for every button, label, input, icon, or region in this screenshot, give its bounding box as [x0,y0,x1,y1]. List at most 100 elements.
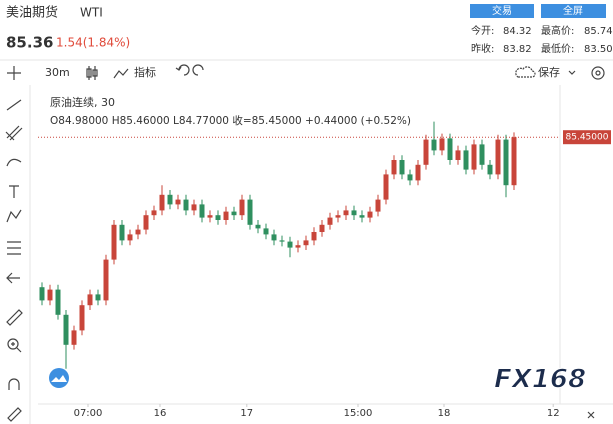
candle-body [351,210,357,216]
price-tag-label: 85.45000 [566,133,609,143]
title: 美油期货 [6,5,58,21]
candle-body [391,160,397,175]
candle-body [463,150,469,170]
candle-body [279,240,285,242]
candle-body [143,215,149,230]
fullscreen-label[interactable]: 全屏 [563,4,583,17]
candle-body [511,137,517,186]
candle-body [271,234,277,241]
stat-label: 昨收: [471,42,494,55]
scale-settings[interactable] [587,411,595,419]
candle-body [223,211,229,220]
stat-label: 最低价: [541,42,574,55]
candle-body [359,215,365,218]
candle-body [183,199,189,211]
settings-icon[interactable] [591,66,605,80]
trade-button[interactable] [470,4,534,18]
x-tick-label: 15:00 [344,408,373,419]
series-name: 原油连续, 30 [50,95,115,109]
candle-body [295,245,301,248]
back-tool[interactable] [6,272,20,284]
candle-body [415,164,421,181]
watermark: FX168 [494,365,586,395]
candle-body [431,139,437,151]
stat-label: 最高价: [541,24,574,37]
candle-body [487,164,493,175]
candle-body [311,232,317,241]
ruler-tool[interactable] [6,309,23,326]
interval[interactable]: 30m [45,66,70,79]
candle-body [63,314,69,345]
candle-body [407,174,413,181]
x-tick-label: 18 [438,408,451,419]
indicators[interactable]: 指标 [134,65,156,79]
stat-value: 83.82 [503,44,532,55]
candle-body [343,210,349,216]
candle-body [319,224,325,232]
text-tool[interactable] [9,185,19,198]
candle-body [303,240,309,246]
pattern-tool[interactable] [6,209,22,223]
candle-body [199,204,205,218]
stat-value: 83.50 [584,44,613,55]
trade-label[interactable]: 交易 [492,4,512,17]
crosshair-icon[interactable] [7,66,21,80]
candle-body [215,215,221,220]
measure-tool[interactable] [7,241,21,255]
zoom-tool[interactable] [7,338,19,350]
line-tool[interactable] [6,99,22,111]
candle-body [447,138,453,160]
candle-body [399,160,405,175]
chevron-icon[interactable] [568,70,576,75]
redo-icon[interactable] [192,64,204,76]
candle-body [95,294,101,301]
x-tick-label: 07:00 [74,408,103,419]
pencil-tool[interactable] [7,407,22,422]
fullscreen-button[interactable] [541,4,606,18]
save[interactable]: 保存 [538,65,560,79]
logo-mark [51,375,67,382]
undo-icon[interactable] [175,64,190,76]
brush-tool[interactable] [6,158,22,167]
candle-body [247,199,253,225]
logo-badge[interactable] [49,368,69,388]
candle-body [135,229,141,235]
settings-icon-core [595,70,601,76]
candle-body [263,228,269,235]
price: 85.36 [6,34,53,52]
magnet-tool[interactable] [8,378,20,390]
candle-body [439,138,445,151]
candle-body [47,289,53,301]
x-tick-label: 17 [240,408,253,419]
candle-body [39,287,45,301]
candle-body [119,224,125,241]
candle-body [375,199,381,212]
symbol: WTI [80,6,103,20]
candle-body [127,234,133,241]
x-tick-label: 16 [154,408,167,419]
candle-body [239,199,245,216]
candle-icon[interactable] [86,66,98,80]
indicator-icon[interactable] [113,68,129,79]
candle-body [455,150,461,160]
candle-body [207,215,213,218]
candle-body [175,199,181,205]
price-tag [563,130,611,145]
candle-body [255,224,261,229]
ohlc-readout: O84.98000 H85.46000 L84.77000 收=85.45000… [50,114,411,127]
candle-body [191,204,197,211]
stat-value: 84.32 [503,26,532,37]
candle-body [111,224,117,260]
candle-body [335,215,341,218]
candle-body [503,139,509,186]
zoom-tool-detail [11,342,22,353]
candle-body [151,210,157,216]
candle-body [423,139,429,165]
candle-body [71,330,77,345]
cloud-icon[interactable] [515,66,536,78]
candle-body [495,139,501,175]
candle-body [103,259,109,301]
fib-tool[interactable] [5,125,23,141]
